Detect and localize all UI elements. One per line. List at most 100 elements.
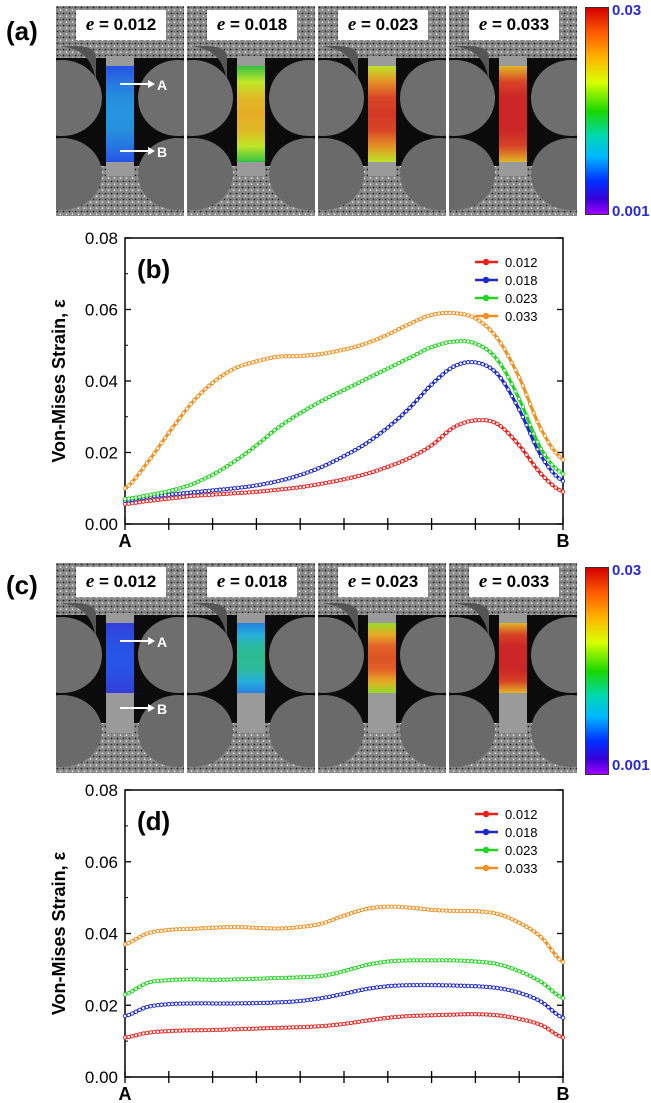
data-point	[480, 984, 485, 989]
data-point	[535, 419, 540, 424]
data-point	[338, 389, 343, 394]
data-point	[374, 985, 380, 990]
data-point	[542, 982, 547, 987]
data-point	[184, 406, 190, 411]
colorbar-a-min: 0.001	[612, 203, 650, 220]
data-point	[535, 447, 540, 452]
data-point	[454, 362, 460, 368]
data-point	[425, 386, 431, 391]
data-point	[400, 359, 405, 364]
grip-right-top	[269, 617, 315, 693]
data-point	[498, 376, 504, 381]
data-point	[239, 925, 244, 930]
x-label-end: B	[557, 1084, 570, 1103]
data-point	[257, 1000, 263, 1006]
data-point	[133, 936, 139, 942]
data-point	[312, 1024, 317, 1029]
data-point	[192, 493, 197, 498]
data-point	[520, 404, 526, 410]
data-point	[392, 904, 398, 909]
strain-value: = 0.018	[225, 572, 288, 591]
data-point	[188, 1001, 193, 1006]
strain-overlay	[106, 66, 134, 162]
data-point	[312, 402, 317, 407]
data-point	[403, 457, 409, 462]
data-point	[283, 354, 288, 359]
specimen-graphic	[318, 563, 446, 773]
data-point	[454, 1012, 460, 1017]
x-label-start: A	[119, 531, 132, 551]
data-point	[323, 1023, 328, 1028]
data-point	[316, 482, 321, 487]
data-point	[221, 925, 226, 930]
data-point	[425, 313, 431, 319]
data-point	[465, 983, 471, 989]
data-point	[152, 491, 157, 497]
data-point	[294, 353, 299, 359]
data-point	[414, 318, 420, 323]
data-point	[418, 982, 423, 988]
data-point	[531, 929, 536, 934]
strain-tag: e = 0.012	[76, 567, 166, 597]
marker-a-label: A	[157, 634, 167, 650]
data-point	[407, 983, 412, 988]
marker-b-arrowhead	[148, 704, 155, 712]
specimen-graphic: AB	[56, 563, 184, 773]
data-point	[232, 977, 237, 982]
data-point	[396, 1014, 401, 1019]
data-point	[195, 493, 201, 498]
data-point	[199, 489, 204, 494]
data-point	[476, 417, 482, 423]
data-point	[265, 926, 270, 931]
data-point	[144, 1030, 150, 1036]
data-point	[560, 471, 566, 477]
data-point	[473, 418, 478, 423]
data-point	[462, 983, 467, 988]
data-point	[188, 493, 193, 499]
data-point	[152, 979, 157, 984]
data-point	[535, 467, 540, 472]
data-point	[243, 484, 248, 490]
specimen-graphic	[449, 563, 577, 773]
data-point	[177, 491, 182, 496]
data-point	[429, 344, 434, 350]
data-point	[239, 977, 244, 982]
data-point	[381, 428, 387, 433]
data-point	[407, 455, 412, 461]
data-point	[144, 498, 150, 504]
legend-marker	[482, 294, 490, 302]
grip-left-top	[187, 617, 233, 693]
data-point	[290, 975, 296, 980]
data-point	[130, 989, 135, 994]
data-point	[166, 977, 171, 983]
data-point	[122, 486, 128, 491]
data-point	[246, 976, 252, 982]
data-point	[498, 962, 504, 968]
data-point	[301, 974, 307, 980]
data-point	[374, 905, 380, 910]
data-point	[177, 977, 182, 982]
data-point	[374, 433, 380, 439]
data-point	[316, 1024, 321, 1029]
data-point	[338, 455, 343, 461]
y-tick-label: 0.08	[85, 781, 118, 800]
data-point	[203, 476, 208, 481]
data-point	[378, 431, 383, 436]
data-point	[484, 1012, 489, 1017]
data-point	[491, 331, 496, 336]
legend-marker	[482, 846, 490, 854]
data-point	[195, 489, 201, 494]
colorbar-a-max: 0.03	[612, 2, 642, 19]
data-point	[469, 359, 474, 365]
data-point	[502, 913, 507, 919]
data-point	[531, 439, 536, 444]
data-point	[356, 343, 361, 348]
data-point	[433, 1013, 438, 1018]
data-point	[268, 1000, 274, 1005]
data-point	[279, 354, 285, 359]
grip-shape	[318, 603, 358, 643]
data-point	[491, 1012, 496, 1018]
data-point	[513, 918, 518, 924]
data-point	[447, 366, 453, 371]
